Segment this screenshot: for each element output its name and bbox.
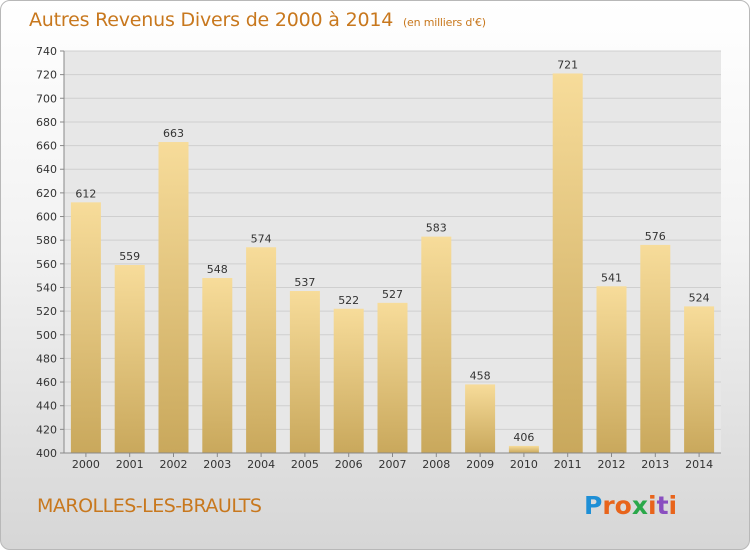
bar-2008 <box>421 236 452 453</box>
value-label-2012: 541 <box>601 271 622 284</box>
y-tick-label: 640 <box>36 163 57 176</box>
y-tick-label: 440 <box>36 400 57 413</box>
x-tick-label-2000: 2000 <box>72 458 100 471</box>
x-tick-label-2007: 2007 <box>379 458 407 471</box>
value-label-2005: 537 <box>294 276 315 289</box>
x-tick-label-2006: 2006 <box>335 458 363 471</box>
x-tick-label-2011: 2011 <box>554 458 582 471</box>
bar-2000 <box>70 202 101 453</box>
x-tick-label-2001: 2001 <box>116 458 144 471</box>
bar-2006 <box>333 308 364 453</box>
value-label-2010: 406 <box>513 431 534 444</box>
bar-2004 <box>246 247 277 453</box>
value-label-2008: 583 <box>426 222 447 235</box>
bar-2003 <box>202 278 233 453</box>
value-label-2004: 574 <box>251 232 272 245</box>
y-tick-label: 740 <box>36 45 57 58</box>
logo-letter: i <box>668 491 678 520</box>
x-tick-label-2012: 2012 <box>598 458 626 471</box>
bar-2010 <box>508 445 539 453</box>
x-tick-label-2009: 2009 <box>466 458 494 471</box>
logo-letter: o <box>614 491 632 520</box>
x-tick-label-2004: 2004 <box>247 458 275 471</box>
bar-2001 <box>114 265 145 453</box>
value-label-2011: 721 <box>557 58 578 71</box>
value-label-2014: 524 <box>689 291 710 304</box>
y-tick-label: 620 <box>36 187 57 200</box>
y-tick-label: 520 <box>36 305 57 318</box>
chart-title-text: Autres Revenus Divers de 2000 à 2014 <box>29 9 394 31</box>
bars-group: 612 559 663 548 574 537 522 527 583 458 406 721 541 5… <box>70 58 715 453</box>
logo-letter: x <box>631 491 648 520</box>
y-tick-label: 700 <box>36 92 57 105</box>
y-tick-label: 500 <box>36 329 57 342</box>
x-tick-label-2008: 2008 <box>422 458 450 471</box>
y-tick-label: 540 <box>36 281 57 294</box>
value-label-2002: 663 <box>163 127 184 140</box>
logo-letter: r <box>602 491 615 520</box>
x-tick-label-2013: 2013 <box>641 458 669 471</box>
y-tick-label: 400 <box>36 447 57 460</box>
y-tick-label: 600 <box>36 211 57 224</box>
town-name: MAROLLES-LES-BRAULTS <box>37 495 262 517</box>
bar-2002 <box>158 142 189 453</box>
x-tick-label-2005: 2005 <box>291 458 319 471</box>
bar-2013 <box>640 244 671 453</box>
logo-letter: i <box>648 491 657 520</box>
logo-letter: t <box>656 491 669 520</box>
value-label-2006: 522 <box>338 294 359 307</box>
y-axis: 400 420 440 460 480 500 520 540 560 580 600 620 640 6… <box>36 45 65 460</box>
y-tick-label: 560 <box>36 258 57 271</box>
x-tick-label-2003: 2003 <box>203 458 231 471</box>
logo-letter: P <box>584 491 603 520</box>
x-tick-label-2002: 2002 <box>160 458 188 471</box>
proxiti-logo[interactable]: Proxiti <box>584 491 677 520</box>
value-label-2000: 612 <box>75 187 96 200</box>
value-label-2009: 458 <box>470 369 491 382</box>
y-tick-label: 460 <box>36 376 57 389</box>
bar-2012 <box>596 286 627 453</box>
x-tick-label-2010: 2010 <box>510 458 538 471</box>
y-tick-label: 680 <box>36 116 57 129</box>
bar-2007 <box>377 302 408 453</box>
bar-2014 <box>684 306 715 453</box>
value-label-2003: 548 <box>207 263 228 276</box>
y-tick-label: 480 <box>36 352 57 365</box>
value-label-2001: 559 <box>119 250 140 263</box>
x-tick-label-2014: 2014 <box>685 458 713 471</box>
y-tick-label: 420 <box>36 423 57 436</box>
x-axis: 2000 2001 2002 2003 2004 2005 2006 2007 2008 2009… <box>64 452 721 471</box>
bar-2011 <box>552 73 583 453</box>
y-tick-label: 580 <box>36 234 57 247</box>
chart-title: Autres Revenus Divers de 2000 à 2014 (en… <box>29 9 486 31</box>
y-tick-label: 660 <box>36 140 57 153</box>
value-label-2013: 576 <box>645 230 666 243</box>
bar-2005 <box>289 291 320 453</box>
value-label-2007: 527 <box>382 288 403 301</box>
y-tick-label: 720 <box>36 69 57 82</box>
chart-subtitle: (en milliers d'€) <box>402 16 486 29</box>
bar-2009 <box>465 384 496 453</box>
